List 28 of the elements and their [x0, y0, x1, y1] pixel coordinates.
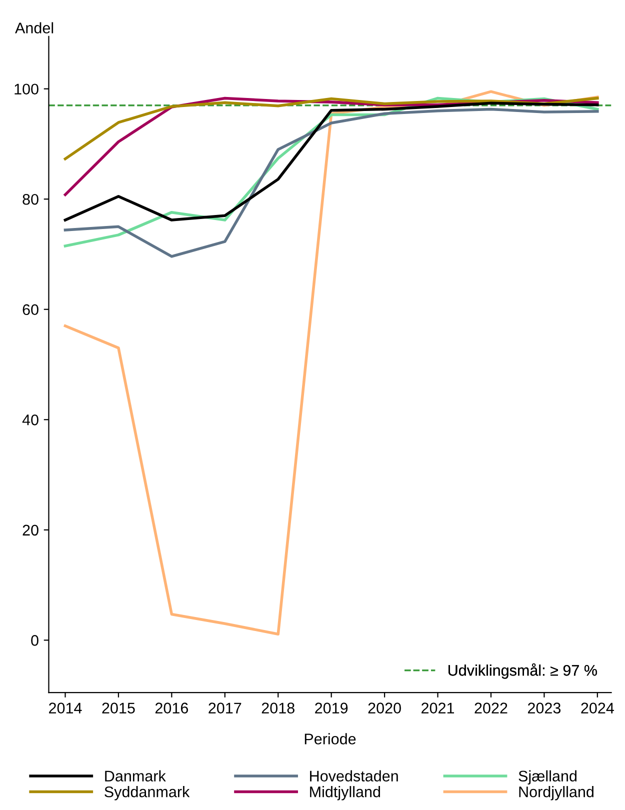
x-axis-title: Periode — [304, 733, 356, 744]
x-tick-label: 2014 — [49, 702, 82, 714]
y-tick-label: 0 — [31, 635, 38, 646]
legend-label: Hovedstaden — [310, 770, 398, 782]
x-tick-label: 2022 — [474, 702, 508, 714]
legend-label: Syddanmark — [104, 786, 190, 800]
line-series — [64, 102, 599, 222]
y-tick-label: 80 — [22, 194, 38, 205]
x-tick-label: 2024 — [581, 702, 614, 714]
legend-label: Danmark — [105, 770, 166, 782]
y-axis-title: Andel — [15, 22, 54, 34]
x-tick-label: 2015 — [102, 702, 135, 714]
x-tick-label: 2016 — [155, 702, 188, 714]
legend-label: Udviklingsmål: ≥ 97 % — [448, 663, 597, 679]
x-tick-label: 2017 — [208, 702, 242, 714]
y-tick-label: 40 — [22, 414, 38, 426]
legend-label: Nordjylland — [519, 786, 594, 800]
y-tick-label: 60 — [22, 304, 38, 316]
x-tick-label: 2023 — [528, 702, 561, 714]
x-tick-label: 2018 — [262, 702, 294, 714]
legend-label: Sjælland — [518, 770, 576, 785]
y-tick-label: 20 — [22, 524, 38, 536]
x-tick-label: 2019 — [315, 702, 348, 714]
line-series — [64, 96, 599, 160]
legend-label: Midtjylland — [310, 786, 380, 800]
y-tick-label: 100 — [14, 84, 38, 95]
x-tick-label: 2021 — [422, 702, 454, 714]
x-tick-label: 2020 — [368, 702, 401, 714]
